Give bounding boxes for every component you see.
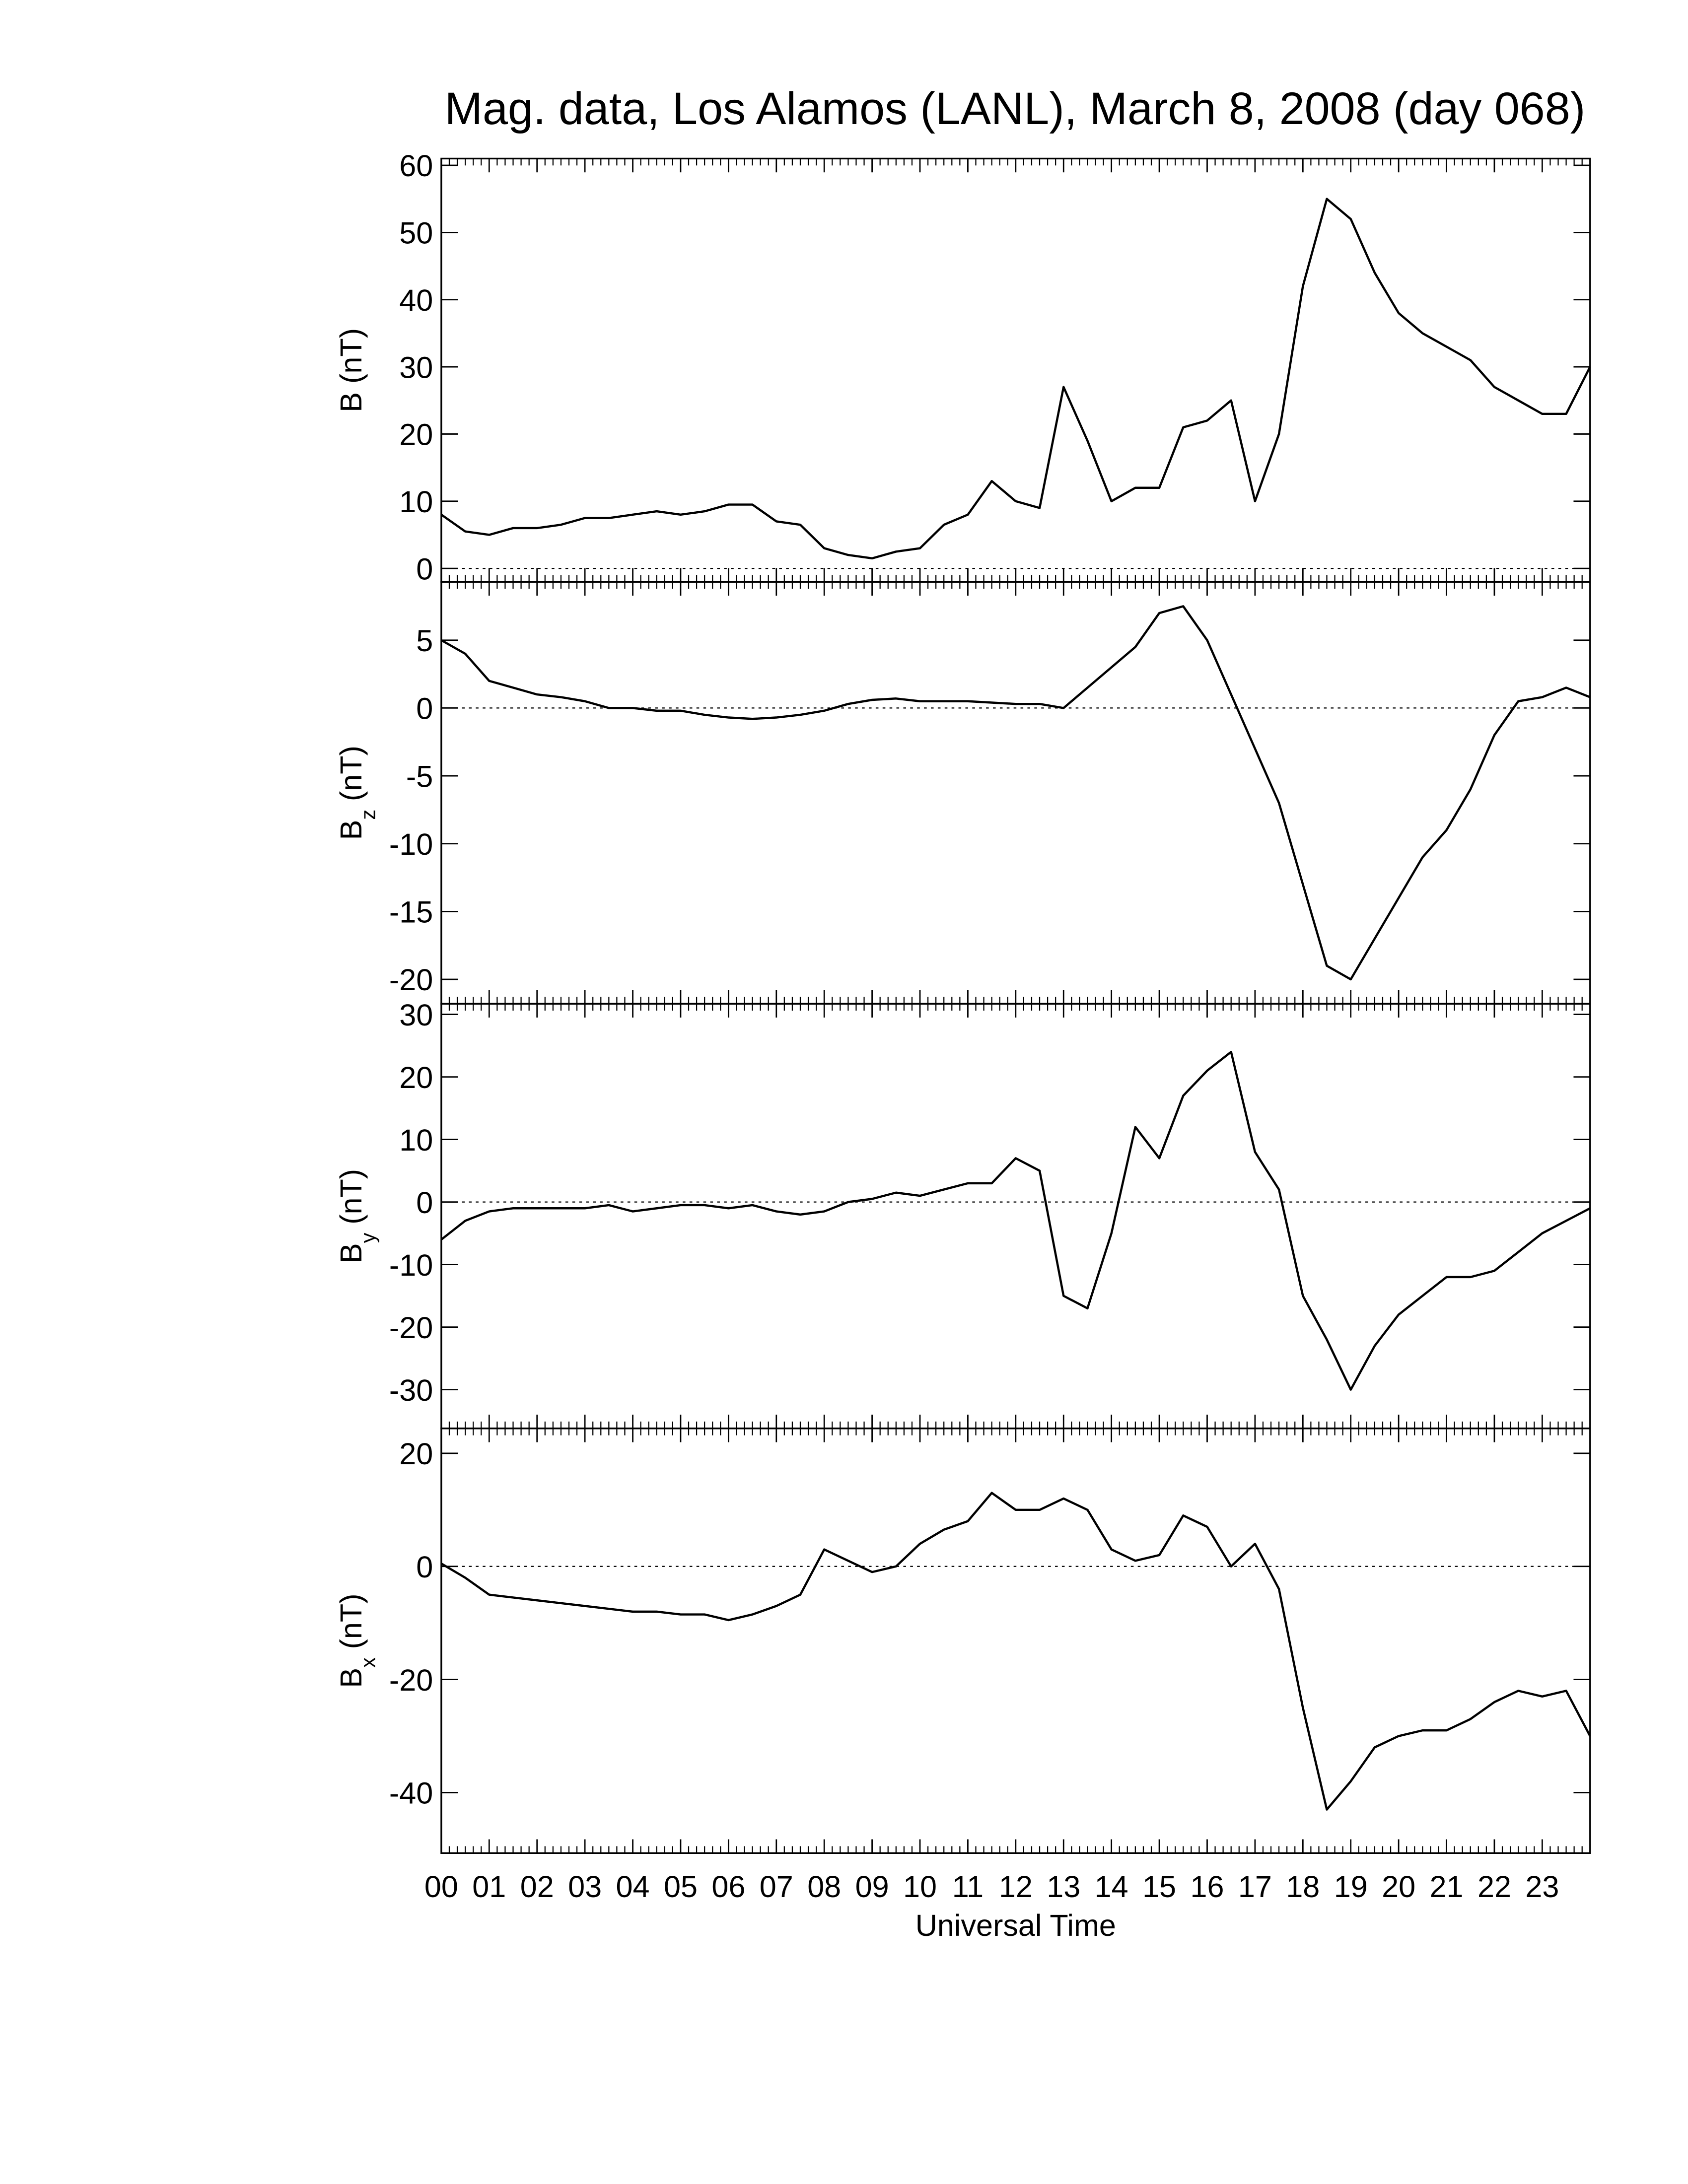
- y-tick-label: -20: [389, 963, 433, 997]
- y-tick-label: 30: [399, 998, 433, 1032]
- x-tick-label: 19: [1334, 1870, 1368, 1904]
- y-label-unit: (nT): [334, 1593, 368, 1649]
- y-tick-label: -30: [389, 1373, 433, 1407]
- x-tick-label: 14: [1095, 1870, 1128, 1904]
- x-tick-label: 09: [855, 1870, 889, 1904]
- y-tick-label: 5: [416, 624, 433, 658]
- y-tick-label: -10: [389, 1248, 433, 1282]
- x-tick-label: 00: [424, 1870, 458, 1904]
- y-tick-label: 60: [399, 149, 433, 183]
- y-axis-label: Bz (nT): [334, 746, 380, 840]
- x-tick-label: 16: [1190, 1870, 1224, 1904]
- y-tick-label: 20: [399, 1437, 433, 1471]
- y-tick-label: 10: [399, 485, 433, 519]
- y-tick-label: 10: [399, 1123, 433, 1157]
- y-tick-label: -10: [389, 827, 433, 861]
- y-tick-label: -40: [389, 1776, 433, 1810]
- panel-frame: [440, 581, 1591, 1005]
- x-tick-label: 06: [711, 1870, 745, 1904]
- x-tick-label: 03: [568, 1870, 602, 1904]
- x-tick-label: 08: [807, 1870, 841, 1904]
- y-label-unit: (nT): [334, 1169, 368, 1225]
- y-tick-label: 0: [416, 1186, 433, 1220]
- y-tick-label: 0: [416, 552, 433, 586]
- x-tick-label: 10: [903, 1870, 937, 1904]
- y-tick-label: -5: [406, 759, 433, 793]
- x-tick-label: 22: [1477, 1870, 1511, 1904]
- x-tick-label: 01: [472, 1870, 506, 1904]
- data-line: [440, 1492, 1591, 1811]
- x-tick-label: 12: [999, 1870, 1033, 1904]
- chart-title: Mag. data, Los Alamos (LANL), March 8, 2…: [445, 83, 1586, 134]
- x-tick-label: 15: [1142, 1870, 1176, 1904]
- x-tick-label: 04: [616, 1870, 650, 1904]
- y-tick-label: 50: [399, 216, 433, 250]
- y-label-base: B: [334, 1668, 368, 1688]
- data-line: [440, 1051, 1591, 1391]
- y-axis-label: Bx (nT): [334, 1593, 380, 1688]
- x-tick-label: 23: [1525, 1870, 1559, 1904]
- x-tick-label: 21: [1430, 1870, 1464, 1904]
- y-axis-label: By (nT): [334, 1169, 380, 1263]
- y-label-base: B: [334, 1243, 368, 1263]
- y-tick-label: 40: [399, 283, 433, 317]
- panel-frame: [440, 1428, 1591, 1854]
- y-label-sub: y: [356, 1232, 380, 1243]
- data-line: [440, 605, 1591, 981]
- x-tick-label: 11: [952, 1870, 984, 1904]
- y-tick-label: -15: [389, 895, 433, 929]
- y-tick-label: 0: [416, 1550, 433, 1584]
- x-tick-label: 18: [1286, 1870, 1320, 1904]
- y-tick-label: 20: [399, 1061, 433, 1094]
- y-label-sub: z: [356, 810, 380, 820]
- y-tick-label: -20: [389, 1663, 433, 1697]
- x-axis-label: Universal Time: [915, 1909, 1116, 1942]
- x-tick-label: 17: [1238, 1870, 1272, 1904]
- y-tick-label: 30: [399, 350, 433, 384]
- x-tick-label: 02: [520, 1870, 554, 1904]
- x-tick-label: 20: [1382, 1870, 1415, 1904]
- y-axis-label: B (nT): [334, 328, 368, 412]
- x-tick-label: 13: [1047, 1870, 1080, 1904]
- panel-frame: [440, 1003, 1591, 1430]
- y-label-sub: x: [356, 1657, 380, 1668]
- data-line: [440, 198, 1591, 560]
- y-label-unit: (nT): [334, 746, 368, 801]
- y-tick-label: 0: [416, 692, 433, 726]
- y-tick-label: 20: [399, 418, 433, 452]
- x-tick-label: 07: [760, 1870, 793, 1904]
- x-tick-label: 05: [664, 1870, 698, 1904]
- y-label-base: B: [334, 820, 368, 840]
- y-tick-label: -20: [389, 1311, 433, 1345]
